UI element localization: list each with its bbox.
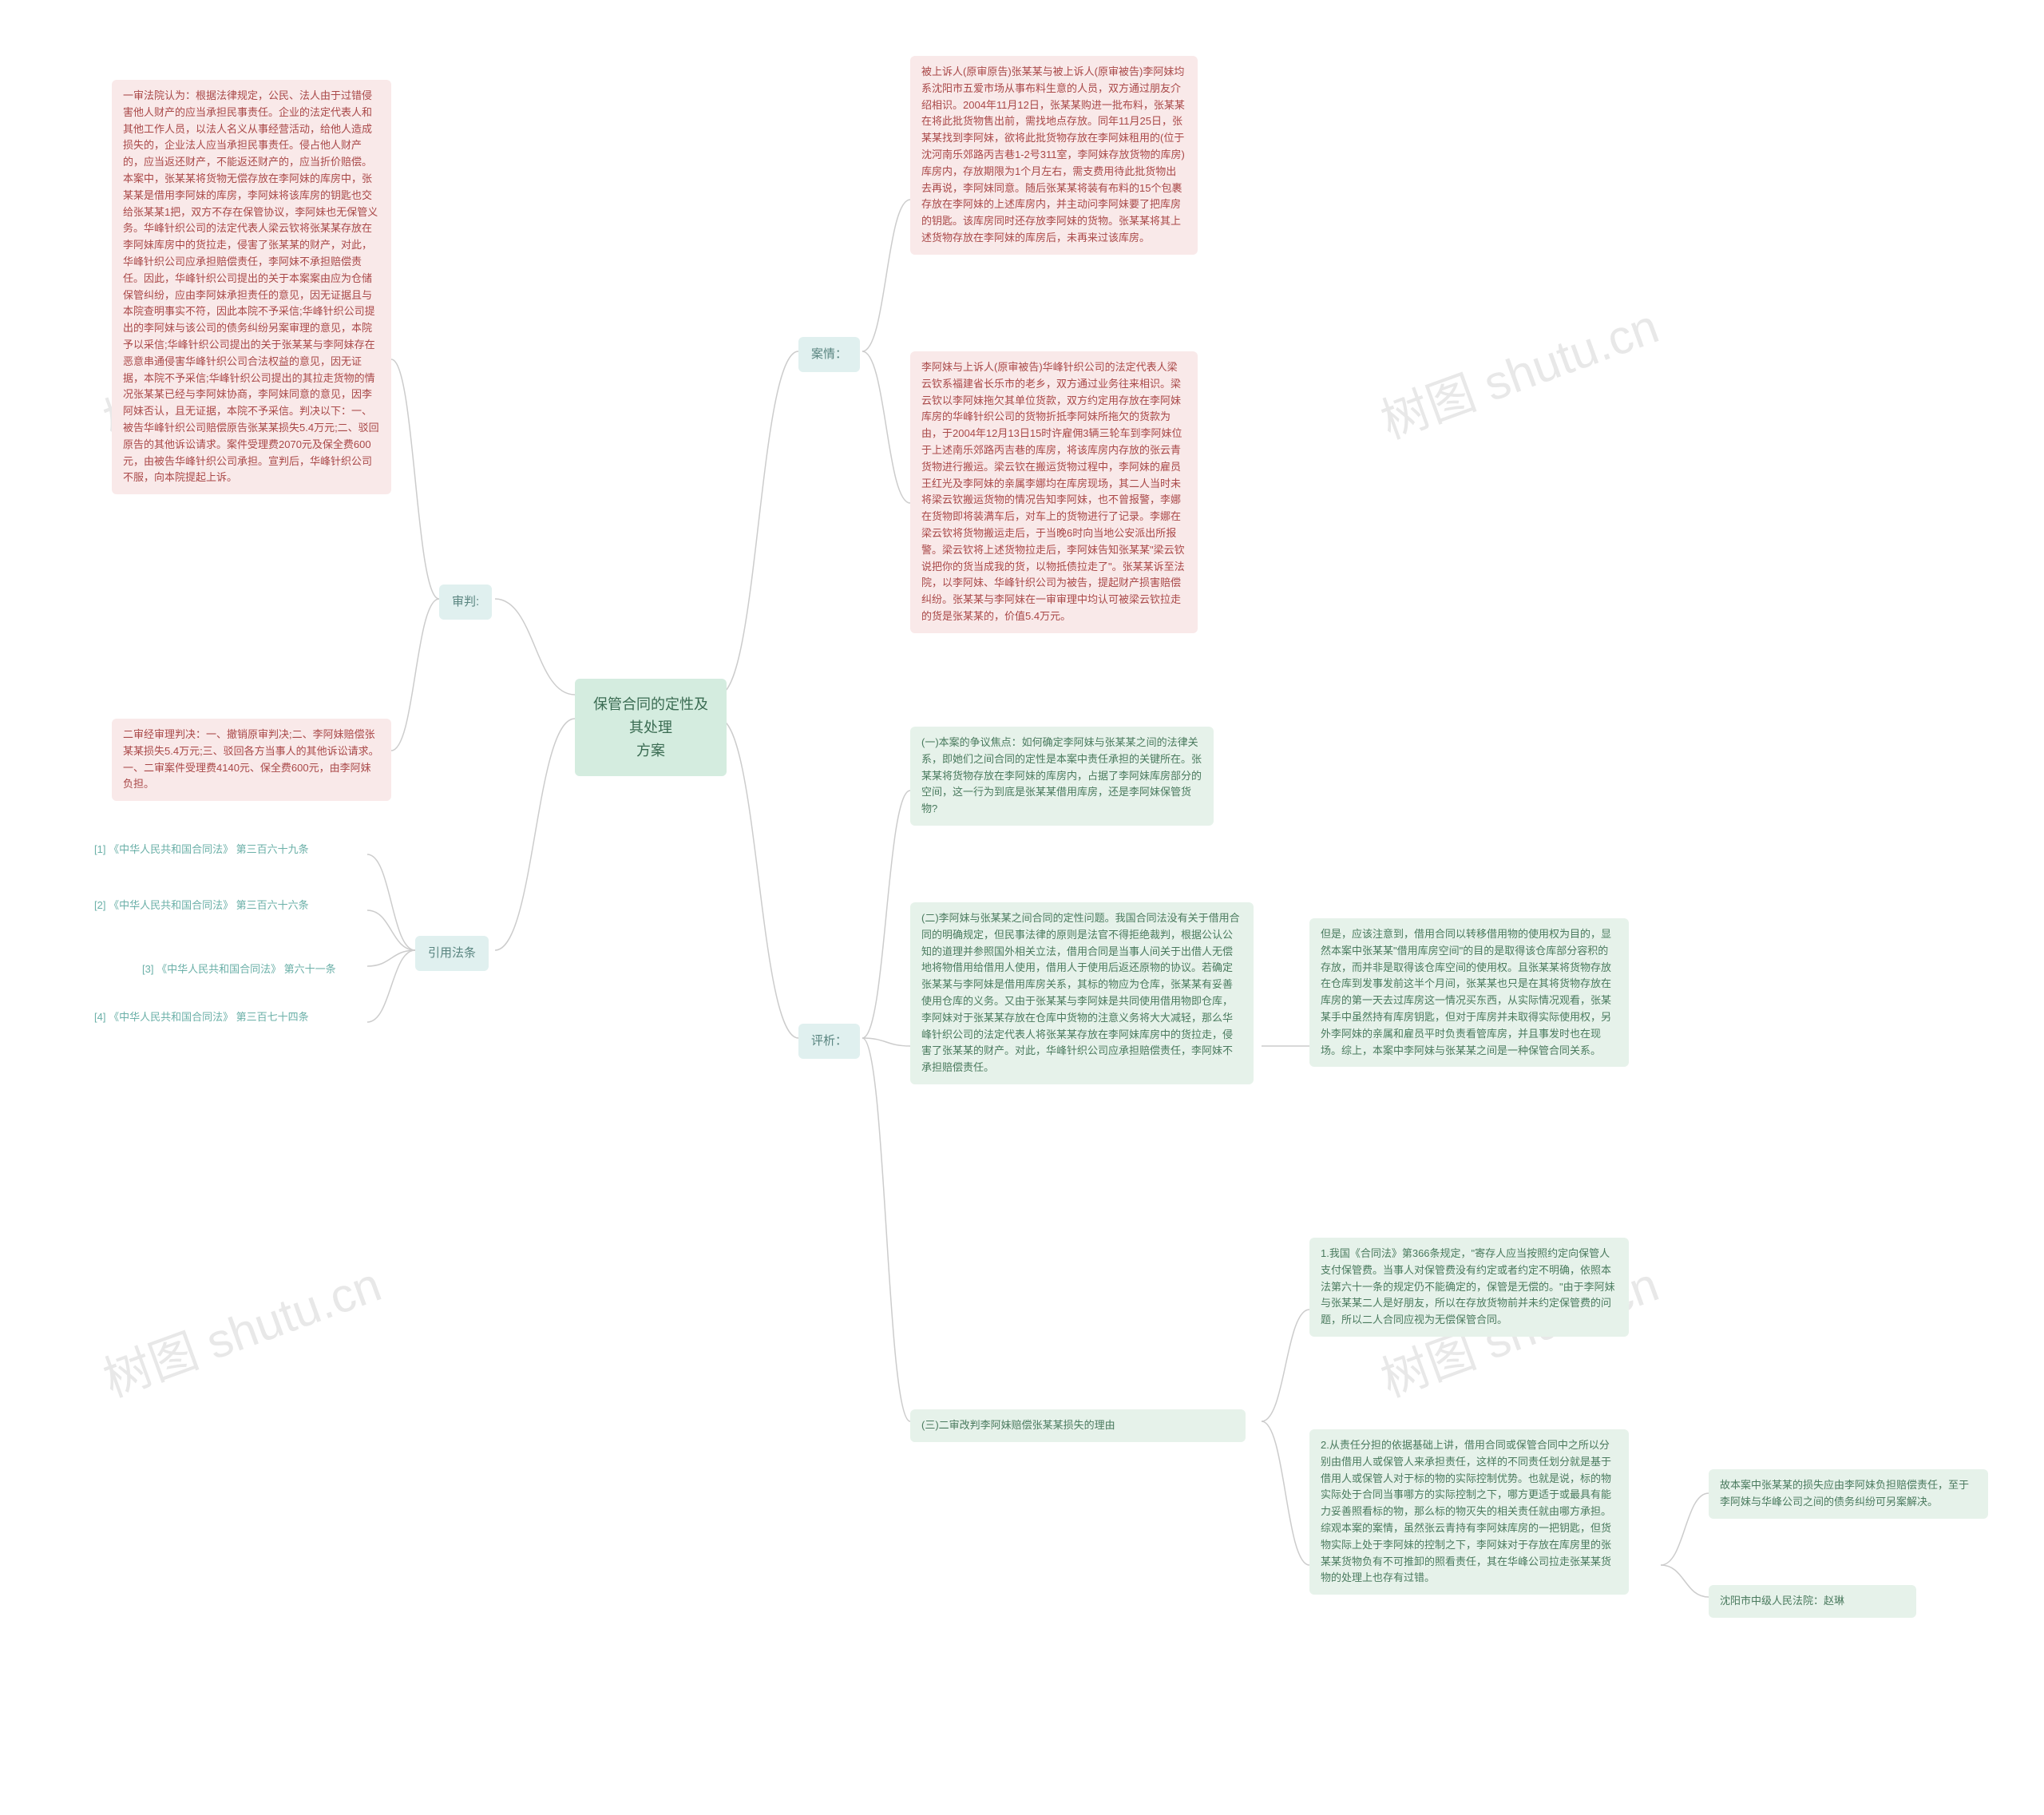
branch-anqing: 案情： [798, 337, 860, 372]
pingxi-block-3-2: 2.从责任分担的依据基础上讲，借用合同或保管合同中之所以分别由借用人或保管人来承… [1309, 1429, 1629, 1595]
pingxi-tail-1: 故本案中张某某的损失应由李阿妹负担赔偿责任，至于李阿妹与华峰公司之间的债务纠纷可… [1709, 1469, 1988, 1519]
watermark: 树图 shutu.cn [93, 1246, 389, 1410]
branch-shenpan: 审判: [439, 585, 492, 620]
anqing-block-1: 被上诉人(原审原告)张某某与被上诉人(原审被告)李阿妹均系沈阳市五爱市场从事布料… [910, 56, 1198, 255]
anqing-block-2: 李阿妹与上诉人(原审被告)华峰针织公司的法定代表人梁云钦系福建省长乐市的老乡，双… [910, 351, 1198, 633]
center-line1: 保管合同的定性及其处理 [592, 693, 709, 739]
pingxi-block-3-1: 1.我国《合同法》第366条规定，"寄存人应当按照约定向保管人支付保管费。当事人… [1309, 1238, 1629, 1337]
pingxi-block-3-label: (三)二审改判李阿妹赔偿张某某损失的理由 [910, 1409, 1246, 1442]
ref-item-4[interactable]: [4] 《中华人民共和国合同法》 第三百七十四条 [88, 1006, 367, 1029]
center-line2: 方案 [592, 739, 709, 763]
center-topic: 保管合同的定性及其处理 方案 [575, 679, 727, 776]
watermark: 树图 shutu.cn [1370, 287, 1666, 452]
pingxi-block-1: (一)本案的争议焦点：如何确定李阿妹与张某某之间的法律关系，即她们之间合同的定性… [910, 727, 1214, 826]
branch-yinyong: 引用法条 [415, 936, 489, 971]
ref-item-3[interactable]: [3] 《中华人民共和国合同法》 第六十一条 [136, 958, 375, 981]
shenpan-block-2: 二审经审理判决：一、撤销原审判决;二、李阿妹赔偿张某某损失5.4万元;三、驳回各… [112, 719, 391, 801]
branch-pingxi: 评析： [798, 1024, 860, 1059]
pingxi-block-2-side: 但是，应该注意到，借用合同以转移借用物的使用权为目的，显然本案中张某某"借用库房… [1309, 918, 1629, 1067]
ref-item-1[interactable]: [1] 《中华人民共和国合同法》 第三百六十九条 [88, 838, 367, 862]
ref-item-2[interactable]: [2] 《中华人民共和国合同法》 第三百六十六条 [88, 894, 367, 917]
shenpan-block-1: 一审法院认为：根据法律规定，公民、法人由于过错侵害他人财产的应当承担民事责任。企… [112, 80, 391, 494]
pingxi-block-2: (二)李阿妹与张某某之间合同的定性问题。我国合同法没有关于借用合同的明确规定，但… [910, 902, 1254, 1084]
pingxi-tail-2: 沈阳市中级人民法院：赵琳 [1709, 1585, 1916, 1618]
